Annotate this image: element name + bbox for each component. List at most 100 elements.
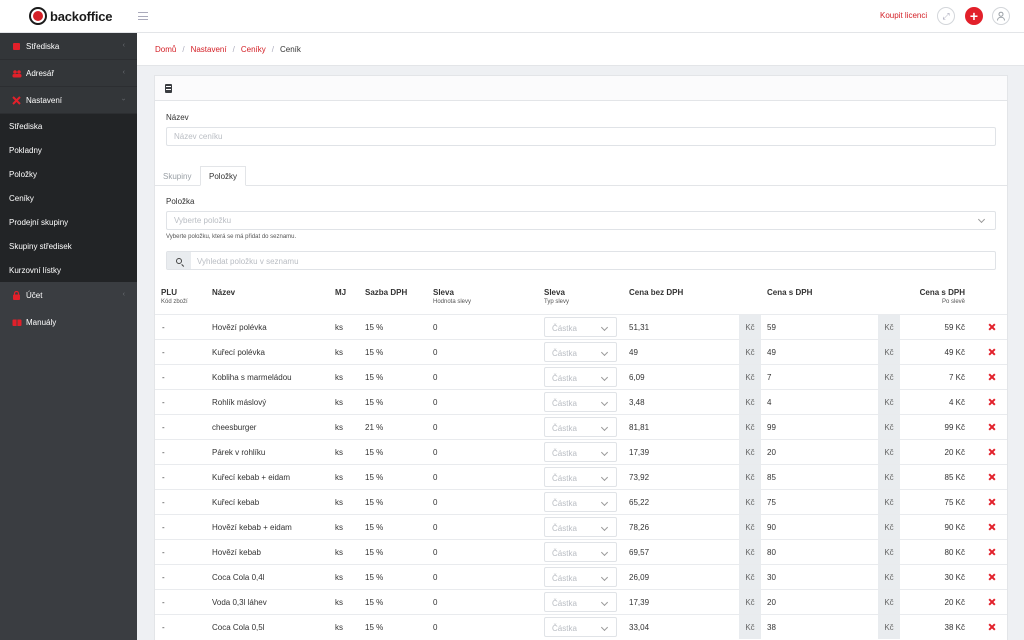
submenu-item-skupiny-stredisek[interactable]: Skupiny středisek [9,241,72,251]
discount-input[interactable]: 0 [433,348,438,357]
breadcrumb-separator: / [182,44,185,54]
discount-input[interactable]: 0 [433,548,438,557]
price-net-input[interactable]: 81,81 [624,415,739,439]
fullscreen-button[interactable]: ⤢ [937,7,955,25]
price-net-input[interactable]: 78,26 [624,515,739,539]
delete-row-icon[interactable] [988,448,996,456]
col-discount-title: Sleva [433,288,454,297]
discount-type-select[interactable]: Částka [544,317,617,337]
user-menu-button[interactable] [992,7,1010,25]
currency-addon: Kč [739,440,761,464]
delete-row-icon[interactable] [988,523,996,531]
sidebar-item-adresar[interactable]: Adresář ‹ [0,60,137,87]
discount-input[interactable]: 0 [433,473,438,482]
discount-type-select[interactable]: Částka [544,492,617,512]
price-gross-input[interactable]: 80 [762,540,878,564]
price-gross-input[interactable]: 49 [762,340,878,364]
breadcrumb-settings[interactable]: Nastavení [190,44,227,54]
name-input[interactable]: Název ceníku [166,127,996,146]
price-net-input[interactable]: 3,48 [624,390,739,414]
delete-row-icon[interactable] [988,623,996,631]
sidebar-item-nastaveni[interactable]: Nastavení ‹ [0,87,137,114]
discount-input[interactable]: 0 [433,398,438,407]
price-gross-input[interactable]: 7 [762,365,878,389]
breadcrumb-pricelists[interactable]: Ceníky [240,44,266,54]
price-gross-input[interactable]: 75 [762,490,878,514]
discount-type-select[interactable]: Částka [544,417,617,437]
price-gross-input[interactable]: 99 [762,415,878,439]
discount-type-select[interactable]: Částka [544,517,617,537]
price-net-input[interactable]: 26,09 [624,565,739,589]
price-gross-input[interactable]: 90 [762,515,878,539]
price-net-input[interactable]: 51,31 [624,315,739,339]
discount-input[interactable]: 0 [433,573,438,582]
price-net-input[interactable]: 17,39 [624,440,739,464]
discount-type-select[interactable]: Částka [544,392,617,412]
submenu-item-prodejni-skupiny[interactable]: Prodejní skupiny [9,217,69,227]
sidebar-item-strediska[interactable]: Střediska ‹ [0,33,137,60]
discount-type-select[interactable]: Částka [544,342,617,362]
discount-type-select[interactable]: Částka [544,617,617,637]
delete-row-icon[interactable] [988,348,996,356]
item-select[interactable]: Vyberte položku [166,211,996,230]
price-net-input[interactable]: 49 [624,340,739,364]
discount-type-select[interactable]: Částka [544,467,617,487]
price-gross-input[interactable]: 38 [762,615,878,639]
delete-row-icon[interactable] [988,423,996,431]
price-gross-input[interactable]: 30 [762,565,878,589]
discount-input[interactable]: 0 [433,423,438,432]
discount-input[interactable]: 0 [433,623,438,632]
discount-input[interactable]: 0 [433,498,438,507]
menu-toggle-icon[interactable] [138,12,148,20]
tab-polozky[interactable]: Položky [200,166,247,186]
submenu-item-pokladny[interactable]: Pokladny [9,145,42,155]
brand-logo[interactable]: backoffice [29,7,113,25]
price-gross-input[interactable]: 4 [762,390,878,414]
delete-row-icon[interactable] [988,548,996,556]
price-net-input[interactable]: 6,09 [624,365,739,389]
list-search-input[interactable]: Vyhledat položku v seznamu [166,251,996,270]
chevron-down-icon [977,215,986,224]
delete-row-icon[interactable] [988,398,996,406]
discount-type-select[interactable]: Částka [544,592,617,612]
delete-row-icon[interactable] [988,498,996,506]
currency-addon: Kč [739,615,761,639]
buy-license-link[interactable]: Koupit licenci [880,11,928,20]
price-gross-input[interactable]: 59 [762,315,878,339]
price-net-input[interactable]: 17,39 [624,590,739,614]
currency-addon: Kč [878,615,900,639]
delete-row-icon[interactable] [988,323,996,331]
search-button[interactable] [167,252,191,269]
sidebar-item-manualy[interactable]: Manuály [0,309,137,336]
price-gross-input[interactable]: 20 [762,440,878,464]
tab-skupiny[interactable]: Skupiny [155,166,199,186]
delete-row-icon[interactable] [988,573,996,581]
delete-row-icon[interactable] [988,373,996,381]
discount-input[interactable]: 0 [433,598,438,607]
discount-type-select[interactable]: Částka [544,542,617,562]
breadcrumb-home[interactable]: Domů [155,44,177,54]
discount-input[interactable]: 0 [433,448,438,457]
tools-icon [12,95,21,105]
discount-type-select[interactable]: Částka [544,367,617,387]
submenu-item-strediska[interactable]: Střediska [9,121,43,131]
submenu-item-ceniky[interactable]: Ceníky [9,193,34,203]
pricelist-card: Název Název ceníku Skupiny Položky Polož… [154,75,1008,640]
price-net-input[interactable]: 33,04 [624,615,739,639]
submenu-item-kurzovni-listky[interactable]: Kurzovní lístky [9,265,62,275]
sidebar-item-ucet[interactable]: Účet ‹ [0,282,137,309]
discount-type-select[interactable]: Částka [544,567,617,587]
delete-row-icon[interactable] [988,473,996,481]
price-gross-input[interactable]: 85 [762,465,878,489]
delete-row-icon[interactable] [988,598,996,606]
discount-input[interactable]: 0 [433,523,438,532]
add-button[interactable]: + [965,7,983,25]
price-net-input[interactable]: 69,57 [624,540,739,564]
price-net-input[interactable]: 73,92 [624,465,739,489]
price-gross-input[interactable]: 20 [762,590,878,614]
price-net-input[interactable]: 65,22 [624,490,739,514]
discount-input[interactable]: 0 [433,323,438,332]
discount-type-select[interactable]: Částka [544,442,617,462]
discount-input[interactable]: 0 [433,373,438,382]
submenu-item-polozky[interactable]: Položky [9,169,38,179]
